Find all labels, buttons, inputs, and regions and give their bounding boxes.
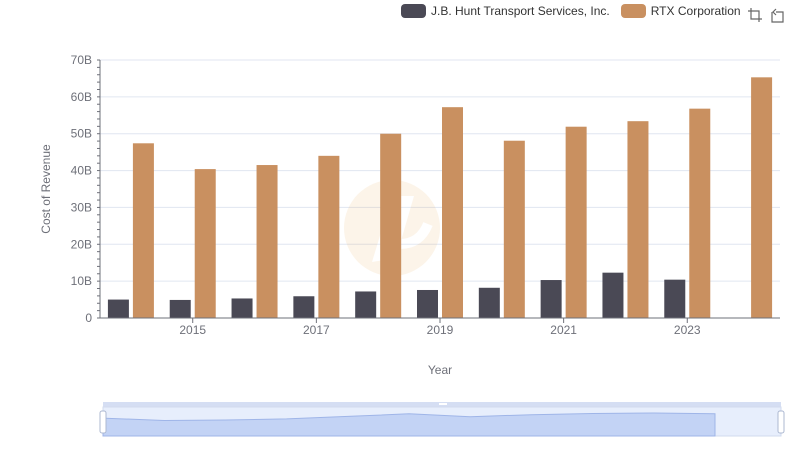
bar-rtx [132,143,154,318]
bars [107,77,773,318]
legend-item-jb-hunt[interactable]: J.B. Hunt Transport Services, Inc. [401,4,610,18]
bar-jb-hunt [664,279,686,318]
x-tick-label: 2017 [303,323,330,337]
restore-icon[interactable] [768,6,786,24]
legend: J.B. Hunt Transport Services, Inc. RTX C… [401,4,752,18]
bar-rtx [627,121,649,318]
y-tick-label: 40B [71,164,92,178]
bar-rtx [503,140,525,318]
x-tick-label: 2015 [179,323,206,337]
bar-jb-hunt [540,280,562,318]
bar-rtx [751,77,773,318]
bar-rtx [442,107,463,318]
bar-jb-hunt [107,299,129,318]
legend-swatch-jb-hunt [401,4,426,18]
zoom-icon[interactable] [746,6,764,24]
bar-jb-hunt [355,291,377,318]
y-tick-label: 20B [71,237,92,251]
zoom-grip [439,403,447,405]
legend-item-rtx[interactable]: RTX Corporation [620,4,741,18]
y-tick-label: 30B [71,200,92,214]
bar-rtx [256,165,278,318]
bar-rtx [194,169,216,318]
bar-jb-hunt [417,289,438,318]
bar-rtx [689,108,711,318]
legend-label-jb-hunt: J.B. Hunt Transport Services, Inc. [431,4,610,18]
y-axis-title: Cost of Revenue [39,144,53,234]
legend-label-rtx: RTX Corporation [650,4,741,18]
zoom-preview-area [102,412,716,437]
x-tick-label: 2021 [550,323,577,337]
bar-rtx [318,155,340,318]
bar-jb-hunt [293,296,315,318]
data-zoom-slider[interactable] [99,402,785,437]
y-tick-label: 10B [71,274,92,288]
x-axis-title: Year [428,363,452,377]
toolbox [746,6,790,24]
x-tick-label: 2019 [427,323,454,337]
bar-jb-hunt [231,298,253,318]
y-tick-label: 60B [71,90,92,104]
y-tick-label: 0 [85,311,92,325]
axes: 0 10B 20B 30B 40B 50B 60B 70B 2015 2017 2019 2021 20… [71,53,780,337]
bar-rtx [565,126,587,318]
y-tick-label: 50B [71,127,92,141]
x-tick-label: 2023 [674,323,701,337]
bar-rtx [380,133,402,318]
zoom-handle-left [99,410,107,434]
bar-jb-hunt [478,287,500,318]
y-tick-label: 70B [71,53,92,67]
legend-swatch-rtx [620,4,646,18]
bar-jb-hunt [169,299,191,318]
zoom-handle-right [777,410,785,434]
bar-jb-hunt [602,272,624,318]
